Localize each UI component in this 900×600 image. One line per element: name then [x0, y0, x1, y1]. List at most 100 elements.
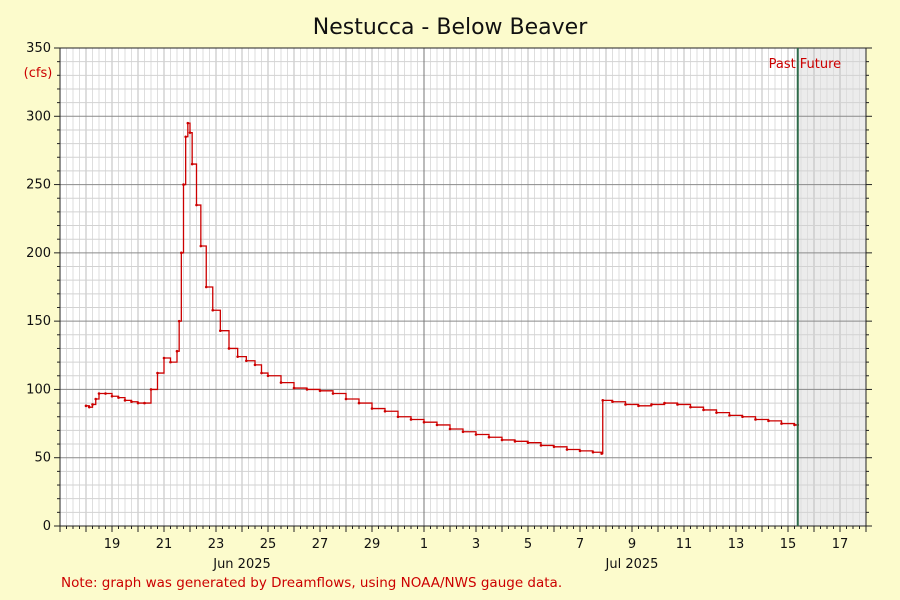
- data-point: [663, 401, 666, 405]
- data-point: [180, 251, 183, 255]
- data-point: [754, 418, 757, 421]
- x-tick-label: 15: [780, 537, 797, 552]
- data-point: [156, 371, 159, 375]
- data-point: [357, 401, 361, 405]
- data-point: [84, 404, 88, 408]
- series: [84, 121, 800, 455]
- y-tick-label: 0: [43, 519, 51, 534]
- y-tick-label: 200: [26, 246, 51, 261]
- data-point: [600, 452, 603, 455]
- data-point: [199, 244, 203, 248]
- data-point: [219, 329, 222, 333]
- data-point: [130, 400, 133, 404]
- data-point: [461, 430, 465, 434]
- footnote: Note: graph was generated by Dreamflows,…: [61, 575, 563, 591]
- data-point: [702, 408, 705, 412]
- data-point: [591, 450, 595, 454]
- data-point: [396, 415, 400, 419]
- data-point: [236, 355, 239, 358]
- data-point: [184, 135, 187, 139]
- data-point: [97, 392, 101, 395]
- y-tick-label: 350: [26, 41, 51, 56]
- data-point: [188, 131, 192, 134]
- y-tick-label: 250: [26, 178, 51, 193]
- data-point: [117, 396, 120, 399]
- data-point: [448, 427, 452, 431]
- data-point: [175, 349, 179, 353]
- data-point: [195, 203, 198, 207]
- data-point: [149, 388, 153, 391]
- data-point: [279, 381, 283, 384]
- y-tick-label: 50: [34, 451, 51, 466]
- data-point: [123, 399, 127, 402]
- data-point: [601, 399, 605, 402]
- data-point: [143, 401, 146, 405]
- future-region: [797, 48, 866, 526]
- data-point: [110, 394, 114, 398]
- data-point: [266, 374, 270, 378]
- data-point: [767, 419, 770, 423]
- data-point: [182, 183, 185, 186]
- data-point: [689, 405, 692, 409]
- past-label: Past: [769, 57, 796, 72]
- data-point: [474, 433, 478, 436]
- data-point: [177, 319, 181, 323]
- x-month-label: Jul 2025: [605, 557, 659, 572]
- data-point: [370, 407, 374, 410]
- data-point: [162, 356, 166, 360]
- grid: [59, 47, 867, 527]
- data-point: [552, 445, 556, 449]
- data-point: [204, 285, 208, 289]
- y-tick-label: 150: [26, 314, 51, 329]
- data-point: [513, 440, 517, 443]
- data-point: [578, 449, 582, 453]
- x-month-label: Jun 2025: [212, 557, 271, 572]
- future-label: Future: [800, 57, 841, 72]
- data-point: [780, 422, 783, 425]
- data-point: [409, 418, 413, 421]
- x-tick-label: 27: [312, 537, 329, 552]
- x-tick-label: 7: [576, 537, 584, 552]
- x-tick-label: 23: [208, 537, 225, 552]
- data-point: [435, 423, 439, 427]
- data-point: [169, 360, 172, 364]
- data-point: [500, 438, 504, 442]
- data-point: [292, 386, 296, 390]
- x-tick-label: 9: [628, 537, 636, 552]
- data-point: [526, 441, 530, 444]
- data-point: [91, 403, 94, 406]
- data-point: [741, 415, 744, 419]
- data-point: [305, 388, 309, 391]
- x-tick-label: 19: [104, 537, 121, 552]
- x-tick-label: 29: [364, 537, 381, 552]
- data-point: [637, 404, 640, 408]
- data-point: [715, 411, 718, 414]
- data-point: [87, 405, 91, 409]
- x-tick-label: 5: [524, 537, 532, 552]
- data-point: [487, 435, 491, 439]
- data-point: [318, 389, 322, 393]
- data-point: [650, 403, 653, 406]
- data-point: [211, 308, 215, 312]
- chart-title: Nestucca - Below Beaver: [313, 15, 588, 40]
- data-point: [793, 423, 796, 427]
- x-tick-label: 17: [832, 537, 849, 552]
- data-point: [422, 420, 426, 424]
- data-point: [624, 403, 627, 406]
- data-point: [383, 409, 387, 413]
- x-tick-label: 3: [472, 537, 480, 552]
- y-axis-unit: (cfs): [24, 66, 53, 81]
- data-point: [94, 397, 98, 401]
- x-tick-label: 25: [260, 537, 277, 552]
- data-point: [260, 371, 263, 375]
- data-point: [676, 403, 679, 406]
- data-point: [245, 359, 248, 363]
- y-tick-label: 300: [26, 109, 51, 124]
- data-point: [227, 347, 231, 350]
- data-point: [190, 162, 194, 166]
- data-point: [253, 363, 257, 367]
- y-tick-label: 100: [26, 382, 51, 397]
- data-point: [186, 121, 190, 125]
